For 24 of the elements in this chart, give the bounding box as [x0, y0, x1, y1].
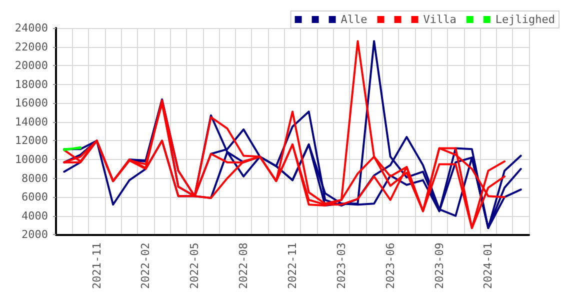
- y-tick-label: 22000: [14, 40, 48, 54]
- y-tick-label: 18000: [14, 78, 48, 91]
- y-tick-label: 14000: [14, 115, 48, 128]
- y-tick-label: 20000: [14, 59, 48, 72]
- x-tick-label: 2022-02: [139, 242, 152, 289]
- y-tick-label: 12000: [14, 134, 48, 148]
- y-tick-label: 16000: [14, 96, 48, 110]
- x-tick-label: 2022-08: [237, 242, 250, 289]
- y-tick-label: 8000: [22, 172, 48, 185]
- x-tick-label: 2024-01: [482, 242, 495, 289]
- y-tick-label: 4000: [22, 209, 48, 222]
- legend-label: Alle: [340, 13, 368, 26]
- x-tick-label: 2022-05: [188, 242, 202, 289]
- y-tick-label: 2000: [22, 228, 48, 242]
- x-tick-label: 2023-03: [334, 242, 348, 289]
- y-tick-label: 10000: [14, 153, 48, 166]
- y-tick-label: 6000: [22, 190, 48, 204]
- x-tick-label: 2021-11: [90, 242, 104, 289]
- y-tick-label: 24000: [14, 22, 48, 34]
- legend-label: Lejlighed: [495, 13, 556, 26]
- x-tick-label: 2023-06: [384, 242, 397, 289]
- x-tick-label: 2022-11: [286, 242, 299, 289]
- x-tick-label: 2023-09: [432, 242, 446, 289]
- legend-label: Villa: [423, 13, 456, 26]
